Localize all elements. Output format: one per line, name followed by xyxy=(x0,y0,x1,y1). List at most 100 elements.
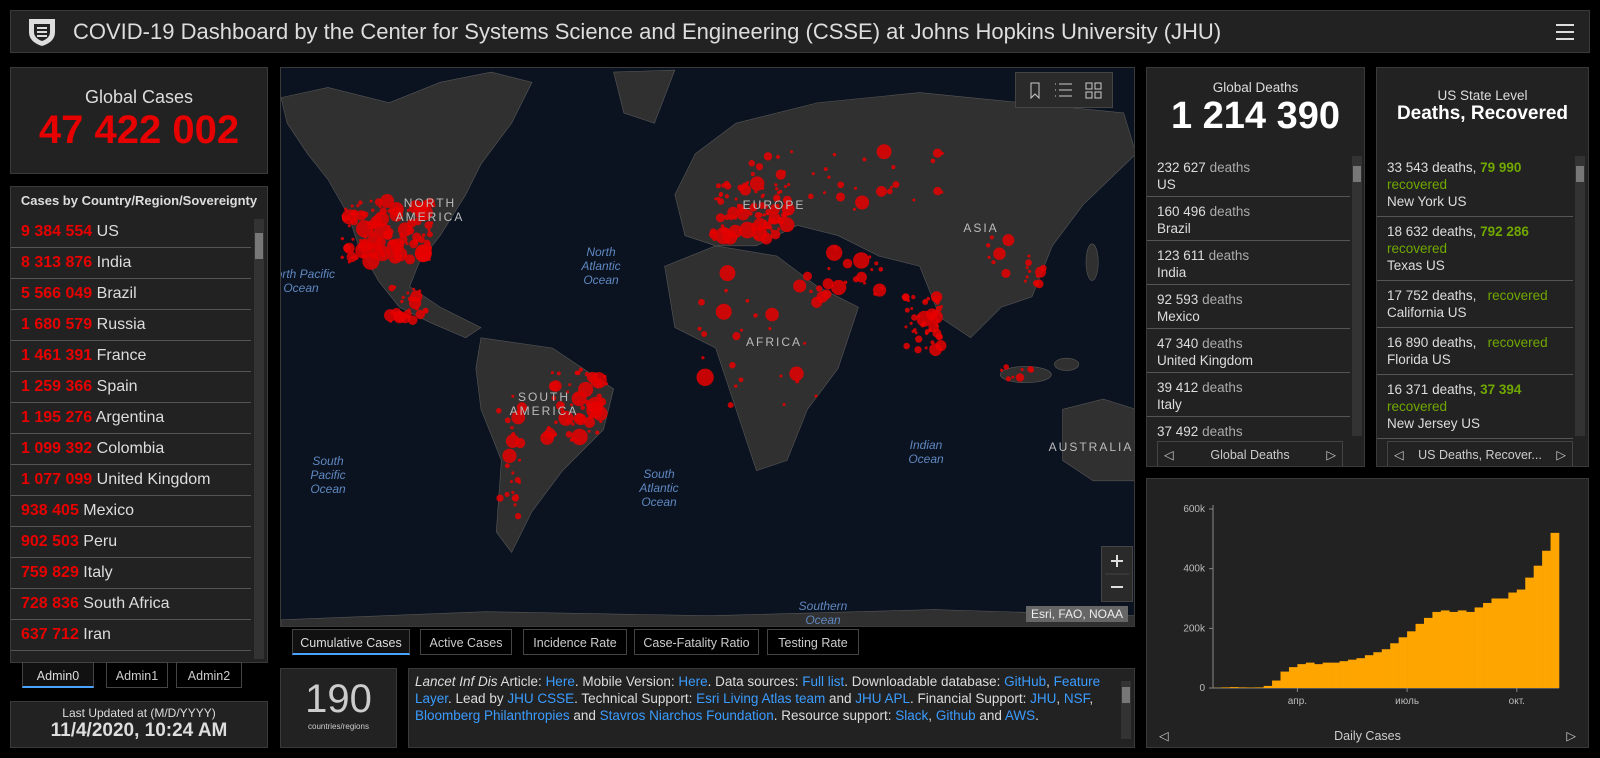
state-row[interactable]: 17 752 deaths, recovered California US xyxy=(1377,281,1573,328)
case-dot[interactable] xyxy=(406,291,410,295)
case-dot[interactable] xyxy=(991,260,996,265)
case-dot[interactable] xyxy=(750,172,755,177)
case-dot[interactable] xyxy=(515,437,526,449)
case-dot[interactable] xyxy=(502,448,517,464)
case-dot[interactable] xyxy=(580,405,585,411)
case-dot[interactable] xyxy=(781,202,795,216)
case-dot[interactable] xyxy=(516,402,528,413)
link[interactable]: Here xyxy=(678,674,708,689)
case-dot[interactable] xyxy=(415,309,425,320)
admin-tab[interactable]: Admin0 xyxy=(22,662,94,688)
case-dot[interactable] xyxy=(575,413,587,426)
map-tab[interactable]: Testing Rate xyxy=(767,629,859,655)
case-dot[interactable] xyxy=(930,158,936,164)
case-dot[interactable] xyxy=(734,384,738,388)
case-dot[interactable] xyxy=(698,298,705,306)
case-dot[interactable] xyxy=(510,425,514,430)
case-dot[interactable] xyxy=(395,205,399,209)
country-row[interactable]: 728 836 South Africa xyxy=(11,589,251,620)
case-dot[interactable] xyxy=(902,293,910,301)
case-dot[interactable] xyxy=(753,313,758,318)
case-dot[interactable] xyxy=(856,271,867,283)
case-dot[interactable] xyxy=(513,503,517,507)
case-dot[interactable] xyxy=(371,223,377,229)
next[interactable]: ▷ xyxy=(1556,448,1566,462)
case-dot[interactable] xyxy=(565,431,573,438)
case-dot[interactable] xyxy=(752,226,768,242)
link[interactable]: JHU xyxy=(1030,691,1057,706)
case-dot[interactable] xyxy=(724,194,730,199)
case-dot[interactable] xyxy=(560,409,565,414)
case-dot[interactable] xyxy=(938,295,942,299)
case-dot[interactable] xyxy=(356,220,374,238)
case-dot[interactable] xyxy=(504,463,510,469)
case-dot[interactable] xyxy=(795,379,800,384)
case-dot[interactable] xyxy=(400,299,404,304)
case-dot[interactable] xyxy=(380,251,386,258)
case-dot[interactable] xyxy=(827,267,831,271)
case-dot[interactable] xyxy=(421,233,426,237)
case-dot[interactable] xyxy=(1023,279,1027,283)
case-dot[interactable] xyxy=(912,328,917,332)
case-dot[interactable] xyxy=(787,183,791,187)
death-row[interactable]: 123 611 deaths India xyxy=(1147,241,1350,285)
map[interactable]: NORTH AMERICA North Pacific Ocean North … xyxy=(280,67,1135,627)
case-dot[interactable] xyxy=(732,332,741,341)
case-dot[interactable] xyxy=(584,416,595,428)
death-row[interactable]: 39 412 deaths Italy xyxy=(1147,373,1350,417)
case-dot[interactable] xyxy=(1040,264,1047,272)
case-dot[interactable] xyxy=(369,199,373,203)
case-dot[interactable] xyxy=(935,300,940,305)
case-dot[interactable] xyxy=(1001,268,1011,278)
case-dot[interactable] xyxy=(837,181,845,189)
case-dot[interactable] xyxy=(578,367,583,372)
case-dot[interactable] xyxy=(511,394,515,398)
case-dot[interactable] xyxy=(876,185,887,197)
case-dot[interactable] xyxy=(823,167,828,172)
case-dot[interactable] xyxy=(355,242,372,259)
case-dot[interactable] xyxy=(765,307,779,322)
case-dot[interactable] xyxy=(376,237,386,248)
case-dot[interactable] xyxy=(779,374,783,378)
case-dot[interactable] xyxy=(1000,368,1004,372)
case-dot[interactable] xyxy=(910,306,914,311)
case-dot[interactable] xyxy=(774,183,778,187)
case-dot[interactable] xyxy=(748,159,756,167)
case-dot[interactable] xyxy=(412,232,422,242)
case-dot[interactable] xyxy=(822,278,834,290)
case-dot[interactable] xyxy=(350,204,354,208)
case-dot[interactable] xyxy=(775,203,780,208)
case-dot[interactable] xyxy=(406,229,410,233)
country-row[interactable]: 9 384 554 US xyxy=(11,217,251,248)
case-dot[interactable] xyxy=(934,313,938,317)
case-dot[interactable] xyxy=(760,194,764,199)
case-dot[interactable] xyxy=(739,328,744,332)
case-dot[interactable] xyxy=(755,163,764,171)
case-dot[interactable] xyxy=(413,217,422,226)
case-dot[interactable] xyxy=(989,235,994,240)
case-dot[interactable] xyxy=(701,356,705,360)
nav-bar[interactable]: ◁ Daily Cases ▷ xyxy=(1157,724,1578,747)
case-dot[interactable] xyxy=(724,182,732,190)
case-dot[interactable] xyxy=(1027,269,1032,273)
case-dot[interactable] xyxy=(738,377,744,383)
case-dot[interactable] xyxy=(782,403,786,407)
case-dot[interactable] xyxy=(574,370,580,376)
case-dot[interactable] xyxy=(745,298,750,303)
state-row[interactable]: 16 371 deaths, 37 394 recovered New Jerse… xyxy=(1377,375,1573,439)
case-dot[interactable] xyxy=(775,187,779,191)
case-dot[interactable] xyxy=(714,197,718,201)
death-row[interactable]: 92 593 deaths Mexico xyxy=(1147,285,1350,329)
case-dot[interactable] xyxy=(736,207,750,221)
case-dot[interactable] xyxy=(427,257,431,261)
case-dot[interactable] xyxy=(842,258,853,269)
case-dot[interactable] xyxy=(803,341,807,345)
case-dot[interactable] xyxy=(831,279,847,296)
case-dot[interactable] xyxy=(762,213,766,217)
case-dot[interactable] xyxy=(556,371,561,376)
death-row[interactable]: 232 627 deaths US xyxy=(1147,153,1350,197)
case-dot[interactable] xyxy=(393,285,397,289)
case-dot[interactable] xyxy=(421,200,430,208)
case-dot[interactable] xyxy=(511,490,515,495)
case-dot[interactable] xyxy=(722,230,738,245)
